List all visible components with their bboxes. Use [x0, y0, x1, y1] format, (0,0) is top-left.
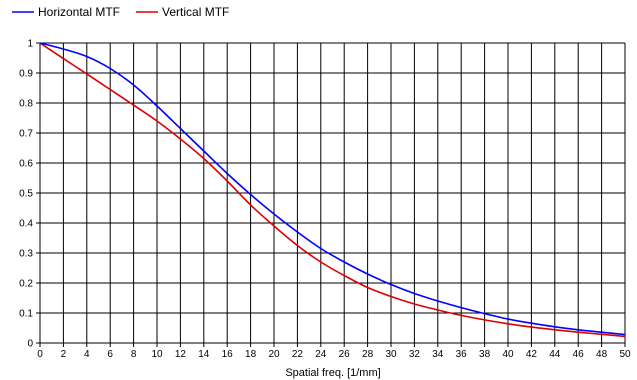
y-tick-label: 0.9: [19, 69, 33, 80]
x-axis-title: Spatial freq. [1/mm]: [285, 367, 380, 379]
horizontal-mtf-legend-label: Horizontal MTF: [38, 5, 120, 19]
x-tick-label: 18: [245, 349, 257, 360]
x-tick-label: 34: [432, 349, 444, 360]
x-tick-label: 38: [479, 349, 491, 360]
x-tick-label: 6: [107, 349, 113, 360]
vertical-mtf-line: [39, 42, 626, 338]
horizontal-mtf-line: [39, 42, 626, 336]
chart-grid: [39, 42, 626, 344]
x-tick-label: 22: [292, 349, 304, 360]
y-tick-label: 0.7: [19, 129, 33, 140]
chart-legend: Horizontal MTF Vertical MTF: [12, 5, 229, 19]
x-tick-label: 48: [596, 349, 608, 360]
vertical-mtf-legend-label: Vertical MTF: [162, 5, 229, 19]
x-tick-label: 42: [526, 349, 538, 360]
x-tick-label: 14: [198, 349, 210, 360]
x-tick-label: 16: [222, 349, 234, 360]
x-tick-label: 8: [131, 349, 137, 360]
x-tick-label: 46: [573, 349, 585, 360]
x-tick-label: 28: [362, 349, 374, 360]
y-tick-label: 0.2: [19, 279, 33, 290]
y-tick-label: 0.4: [19, 219, 33, 230]
x-tick-label: 0: [37, 349, 43, 360]
y-tick-label: 0.6: [19, 159, 33, 170]
x-tick-label: 26: [339, 349, 351, 360]
x-tick-label: 10: [151, 349, 163, 360]
x-tick-label: 20: [268, 349, 280, 360]
x-tick-label: 40: [502, 349, 514, 360]
series-lines: [39, 42, 626, 338]
x-tick-label: 36: [456, 349, 468, 360]
x-tick-label: 24: [315, 349, 327, 360]
x-tick-label: 30: [385, 349, 397, 360]
x-tick-label: 32: [409, 349, 421, 360]
y-tick-label: 1: [27, 39, 33, 50]
y-tick-label: 0.8: [19, 99, 33, 110]
x-tick-label: 44: [549, 349, 561, 360]
y-tick-label: 0.1: [19, 309, 33, 320]
x-tick-label: 12: [175, 349, 187, 360]
y-tick-label: 0: [27, 339, 33, 350]
y-tick-label: 0.5: [19, 189, 33, 200]
x-tick-label: 4: [84, 349, 90, 360]
x-tick-label: 2: [61, 349, 67, 360]
chart-axes: [36, 42, 626, 347]
y-tick-label: 0.3: [19, 249, 33, 260]
x-tick-label: 50: [619, 349, 631, 360]
tick-labels: 0 2 4 6 8 10 12 14 16 18 20 22 24 26 28 30 32 34 36 38 40 42 4…: [19, 39, 631, 361]
